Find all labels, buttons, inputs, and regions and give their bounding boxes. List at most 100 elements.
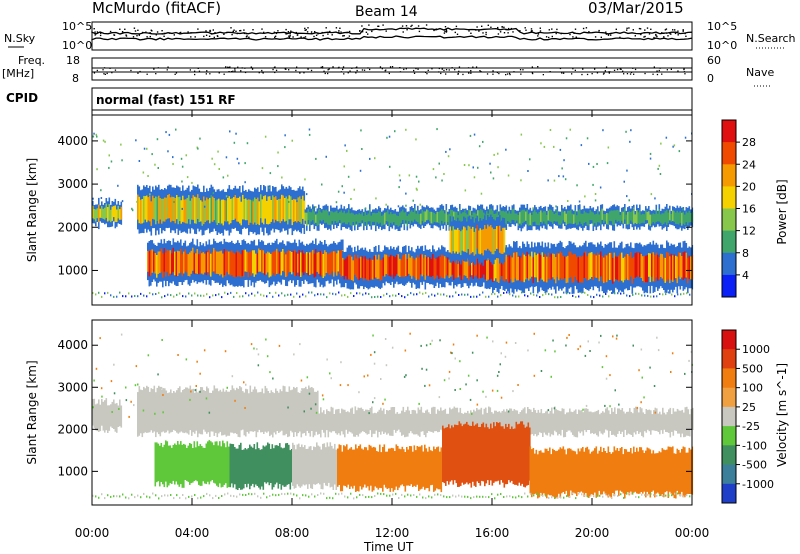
freq-dot xyxy=(288,69,290,71)
power-core-mark xyxy=(201,253,203,274)
power-core-mark xyxy=(310,212,313,222)
power-core-mark xyxy=(658,209,661,222)
velocity-scatter-mark xyxy=(257,364,260,367)
velocity-mark xyxy=(329,442,332,488)
power-core-mark xyxy=(370,215,373,226)
velocity-mark xyxy=(379,444,381,488)
velocity-colorbar-tick-label: 1000 xyxy=(742,343,770,356)
noise-dot xyxy=(252,29,254,31)
noise-dot xyxy=(656,35,658,38)
power-core-mark xyxy=(676,256,679,284)
velocity-scatter-mark xyxy=(373,362,376,365)
freq-dot xyxy=(391,66,394,68)
velocity-mark xyxy=(567,412,570,431)
velocity-mark xyxy=(647,410,649,430)
power-core-mark xyxy=(651,253,653,277)
velocity-mark xyxy=(552,448,554,497)
velocity-ground-mark xyxy=(113,495,115,498)
velocity-mark xyxy=(653,410,655,431)
velocity-scatter-mark xyxy=(269,371,271,374)
power-scatter-mark xyxy=(156,138,159,141)
freq-dot xyxy=(633,73,635,75)
velocity-mark xyxy=(549,447,551,496)
velocity-ground-mark xyxy=(383,493,385,496)
station-title: McMurdo (fitACF) xyxy=(92,0,221,17)
power-core-mark xyxy=(278,199,280,222)
noise-dot xyxy=(197,28,199,30)
power-ground-mark xyxy=(194,292,196,295)
velocity-mark xyxy=(542,413,544,437)
power-core-mark xyxy=(475,257,478,276)
power-core-mark xyxy=(259,250,262,272)
velocity-ground-mark xyxy=(263,492,265,495)
freq-dot xyxy=(531,66,533,68)
power-ground-mark xyxy=(497,295,499,298)
velocity-mark xyxy=(313,446,315,485)
velocity-scatter-mark xyxy=(161,339,163,341)
velocity-mark xyxy=(237,448,239,490)
velocity-ground-mark xyxy=(164,494,166,497)
power-core-mark xyxy=(474,212,476,224)
power-scatter-mark xyxy=(143,147,146,150)
velocity-mark xyxy=(645,450,647,498)
power-core-mark xyxy=(325,252,328,273)
velocity-ground-mark xyxy=(536,492,538,495)
velocity-mark xyxy=(341,408,343,432)
velocity-mark xyxy=(319,446,321,485)
noise-dot xyxy=(310,32,313,35)
velocity-mark xyxy=(345,411,348,430)
freq-dot xyxy=(520,73,522,75)
velocity-scatter-mark xyxy=(618,403,620,406)
velocity-scatter-mark xyxy=(565,344,567,347)
velocity-mark xyxy=(377,451,380,490)
power-core-mark xyxy=(183,251,185,274)
power-core-mark xyxy=(660,253,662,277)
velocity-mark xyxy=(575,409,577,438)
noise-dot xyxy=(443,32,446,34)
power-core-mark xyxy=(561,210,563,224)
velocity-ground-mark xyxy=(119,495,121,498)
velocity-scatter-mark xyxy=(418,402,420,405)
power-core-mark xyxy=(234,195,237,219)
freq-dot xyxy=(574,69,576,71)
power-ground-mark xyxy=(494,292,496,295)
power-core-mark xyxy=(249,252,251,273)
velocity-scatter-mark xyxy=(605,377,608,380)
power-scatter-mark xyxy=(553,179,556,182)
velocity-mark xyxy=(154,442,157,487)
velocity-mark xyxy=(229,443,232,488)
power-ground-mark xyxy=(608,295,610,298)
power-core-mark xyxy=(597,210,599,223)
velocity-mark xyxy=(687,452,689,494)
power-ground-mark xyxy=(254,294,256,297)
freq-traces xyxy=(92,66,692,76)
power-core-mark xyxy=(334,251,337,273)
power-core-mark xyxy=(183,199,186,223)
power-core-mark xyxy=(220,250,223,275)
velocity-ground-mark xyxy=(326,497,328,500)
freq-dot xyxy=(508,72,511,75)
velocity-mark xyxy=(396,412,399,431)
velocity-mark xyxy=(186,387,189,434)
velocity-mark xyxy=(264,446,266,483)
power-core-mark xyxy=(408,214,410,222)
power-core-mark xyxy=(187,254,190,276)
velocity-mark xyxy=(369,408,372,431)
power-core-mark xyxy=(276,199,279,222)
velocity-mark xyxy=(625,449,628,495)
velocity-mark xyxy=(168,445,170,486)
power-scatter-mark xyxy=(497,166,499,169)
time-tick-label: 16:00 xyxy=(475,526,510,540)
velocity-mark xyxy=(437,446,440,490)
velocity-mark xyxy=(520,421,522,486)
velocity-mark xyxy=(591,412,594,433)
freq-dot xyxy=(458,66,461,68)
power-core-mark xyxy=(663,213,665,224)
freq-dot xyxy=(261,69,263,72)
power-scatter-mark xyxy=(236,157,239,160)
velocity-mark xyxy=(156,442,158,483)
power-ground-mark xyxy=(488,295,490,298)
power-core-mark xyxy=(574,254,577,277)
noise-dot xyxy=(340,31,342,33)
power-ground-mark xyxy=(140,292,142,295)
